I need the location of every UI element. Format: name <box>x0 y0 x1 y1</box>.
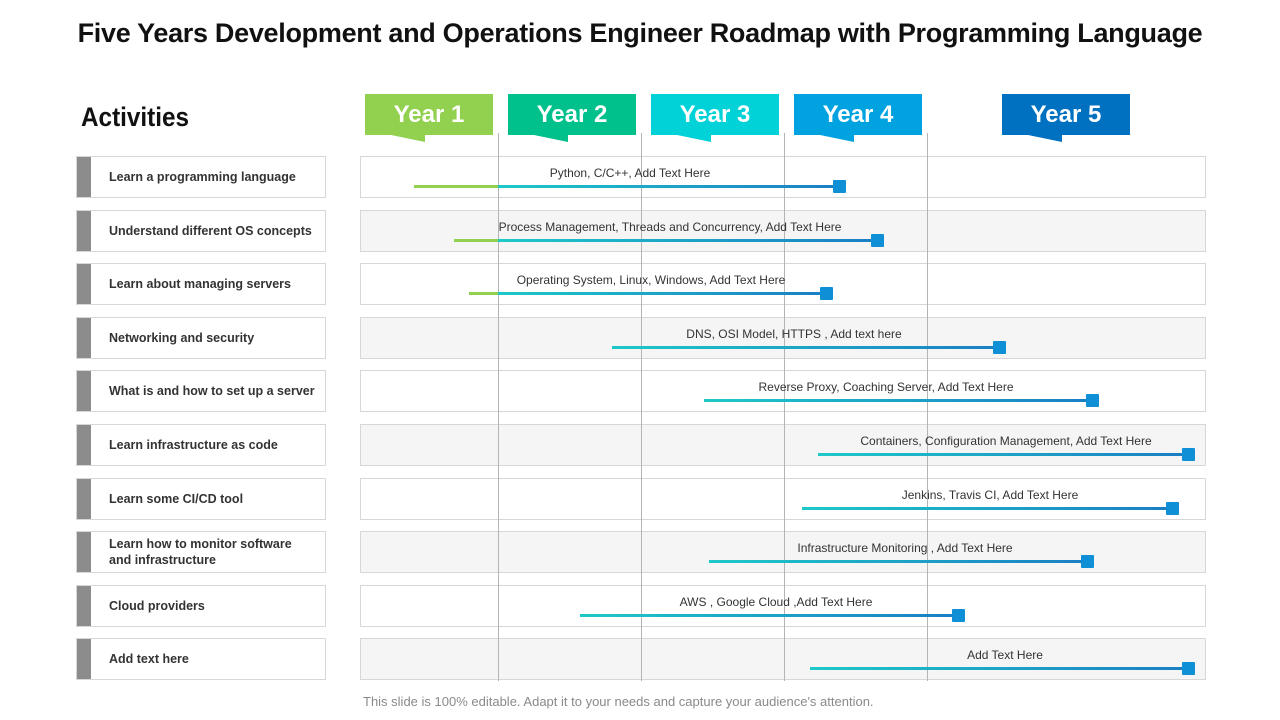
activity-accent-bar <box>77 639 91 679</box>
year-tab-1: Year 1 <box>365 94 493 142</box>
gantt-bar-label: Infrastructure Monitoring , Add Text Her… <box>797 541 1013 555</box>
gantt-end-marker <box>833 180 846 193</box>
year-tab-5: Year 5 <box>1002 94 1130 142</box>
page-title: Five Years Development and Operations En… <box>77 18 1203 48</box>
year-tab-pointer <box>534 135 568 142</box>
year-label: Year 4 <box>822 100 894 128</box>
gantt-end-marker <box>1081 555 1094 568</box>
year-tab-pointer <box>820 135 854 142</box>
activity-label: Learn some CI/CD tool <box>109 492 244 506</box>
activity-accent-bar <box>77 371 91 411</box>
year-tab-2: Year 2 <box>508 94 636 142</box>
timeline-row <box>360 210 1206 252</box>
activity-item: Learn how to monitor software and infras… <box>76 531 326 573</box>
activity-label: Understand different OS concepts <box>109 224 312 238</box>
year-tab-4: Year 4 <box>794 94 922 142</box>
gantt-bar <box>498 287 833 300</box>
year-tab-3: Year 3 <box>651 94 779 142</box>
activity-label: Learn infrastructure as code <box>109 438 278 452</box>
gantt-bar <box>498 234 884 247</box>
year-label: Year 1 <box>393 100 465 128</box>
activity-label: What is and how to set up a server <box>109 384 315 398</box>
activity-accent-bar <box>77 318 91 358</box>
gantt-bar-label: DNS, OSI Model, HTTPS , Add text here <box>686 327 902 341</box>
activity-accent-bar <box>77 157 91 197</box>
year-tab-pointer <box>677 135 711 142</box>
gantt-end-marker <box>820 287 833 300</box>
timeline-row <box>360 638 1206 680</box>
gantt-end-marker <box>1182 662 1195 675</box>
gantt-end-marker <box>993 341 1006 354</box>
activity-item: Add text here <box>76 638 326 680</box>
timeline-row <box>360 531 1206 573</box>
gantt-end-marker <box>871 234 884 247</box>
activity-label: Learn how to monitor software and infras… <box>109 537 292 567</box>
year-divider <box>641 133 642 681</box>
activity-item: Cloud providers <box>76 585 326 627</box>
year-label: Year 3 <box>679 100 751 128</box>
activity-accent-bar <box>77 479 91 519</box>
year-tab-pointer <box>391 135 425 142</box>
footer-note: This slide is 100% editable. Adapt it to… <box>363 694 874 709</box>
gantt-bar <box>612 341 1006 354</box>
gantt-bar <box>802 502 1179 515</box>
year-label: Year 2 <box>536 100 608 128</box>
year-divider <box>927 133 928 681</box>
gantt-bar-label: Containers, Configuration Management, Ad… <box>860 434 1152 448</box>
activity-item: Networking and security <box>76 317 326 359</box>
year-tab-pointer <box>1028 135 1062 142</box>
activity-item: Learn about managing servers <box>76 263 326 305</box>
gantt-bar-label: Python, C/C++, Add Text Here <box>549 166 711 180</box>
gantt-bar-label: Jenkins, Travis CI, Add Text Here <box>901 488 1079 502</box>
gantt-bar <box>704 394 1099 407</box>
gantt-bar-label: Operating System, Linux, Windows, Add Te… <box>516 273 786 287</box>
gantt-end-marker <box>1166 502 1179 515</box>
gantt-bar-green <box>469 292 498 295</box>
activity-label: Learn a programming language <box>109 170 296 184</box>
gantt-bar <box>818 448 1195 461</box>
timeline-row <box>360 585 1206 627</box>
gantt-bar <box>580 609 965 622</box>
gantt-bar-label: AWS , Google Cloud ,Add Text Here <box>679 595 873 609</box>
gantt-bar <box>709 555 1094 568</box>
gantt-bar-green <box>414 185 498 188</box>
year-divider <box>784 133 785 681</box>
activity-label: Add text here <box>109 652 189 666</box>
timeline-row <box>360 478 1206 520</box>
timeline-row <box>360 424 1206 466</box>
gantt-bar-label: Process Management, Threads and Concurre… <box>498 220 842 234</box>
gantt-end-marker <box>1182 448 1195 461</box>
timeline-row <box>360 263 1206 305</box>
activity-accent-bar <box>77 425 91 465</box>
timeline-row <box>360 370 1206 412</box>
activity-item: Learn infrastructure as code <box>76 424 326 466</box>
gantt-end-marker <box>1086 394 1099 407</box>
activities-heading: Activities <box>81 102 190 132</box>
year-label: Year 5 <box>1030 100 1102 128</box>
gantt-bar-label: Add Text Here <box>967 648 1043 662</box>
activity-accent-bar <box>77 586 91 626</box>
timeline-row <box>360 156 1206 198</box>
activity-accent-bar <box>77 211 91 251</box>
year-divider <box>498 133 499 681</box>
activity-item: What is and how to set up a server <box>76 370 326 412</box>
activity-label: Learn about managing servers <box>109 277 292 291</box>
gantt-end-marker <box>952 609 965 622</box>
gantt-bar <box>810 662 1195 675</box>
activity-accent-bar <box>77 532 91 572</box>
timeline-row <box>360 317 1206 359</box>
activity-accent-bar <box>77 264 91 304</box>
gantt-bar <box>498 180 846 193</box>
gantt-bar-green <box>454 239 498 242</box>
activity-label: Networking and security <box>109 331 255 345</box>
activity-item: Understand different OS concepts <box>76 210 326 252</box>
activity-item: Learn a programming language <box>76 156 326 198</box>
activity-label: Cloud providers <box>109 599 205 613</box>
activity-item: Learn some CI/CD tool <box>76 478 326 520</box>
gantt-bar-label: Reverse Proxy, Coaching Server, Add Text… <box>758 380 1014 394</box>
